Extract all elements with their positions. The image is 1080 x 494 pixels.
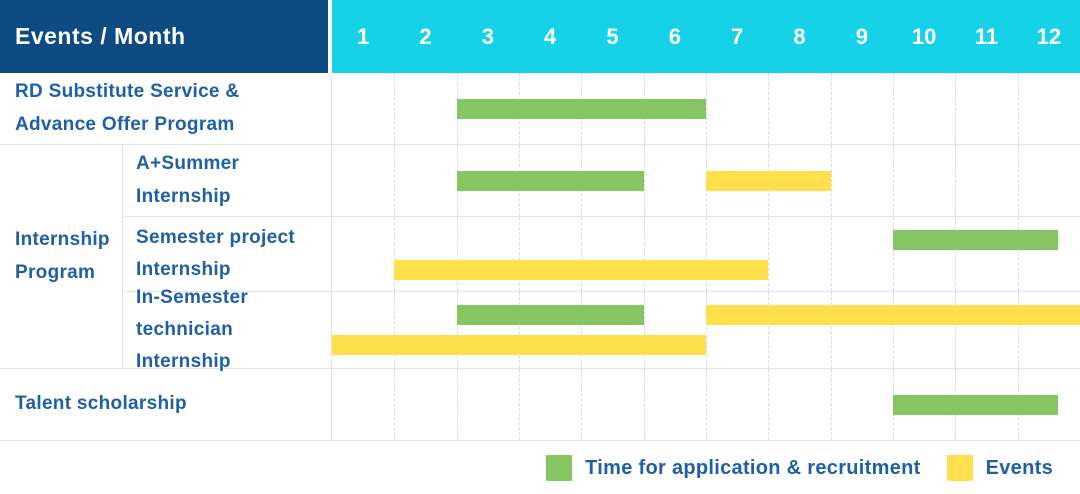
month-gridline bbox=[893, 73, 894, 144]
month-gridline bbox=[955, 217, 957, 291]
row-label-a-summer: A+Summer Internship bbox=[123, 145, 332, 216]
month-gridline bbox=[1017, 292, 1019, 368]
chart-cell-a-summer bbox=[332, 145, 1080, 216]
month-gridline bbox=[893, 217, 894, 291]
gantt-bar-green bbox=[456, 98, 706, 119]
month-gridline bbox=[1017, 145, 1019, 216]
gantt-bar-yellow bbox=[706, 170, 831, 191]
month-gridline bbox=[955, 145, 957, 216]
month-gridline bbox=[706, 369, 707, 440]
internship-program-subrows: A+Summer Internship Semester project Int… bbox=[123, 145, 1080, 372]
month-label: 9 bbox=[855, 23, 868, 49]
month-label: 4 bbox=[544, 23, 557, 49]
month-label: 11 bbox=[974, 23, 999, 49]
gantt-bar-green bbox=[893, 394, 1059, 415]
month-gridline bbox=[394, 73, 396, 144]
month-gridline bbox=[768, 73, 770, 144]
chart-cell-talent bbox=[332, 369, 1080, 440]
row-label-line: technician Internship bbox=[136, 318, 233, 373]
row-label-line: Semester project bbox=[136, 226, 295, 248]
month-gridline bbox=[394, 145, 396, 216]
row-label-line: Internship bbox=[136, 185, 231, 207]
row-label-line: In-Semester bbox=[136, 286, 249, 308]
month-gridline bbox=[643, 292, 645, 368]
row-label-line: Talent scholarship bbox=[15, 393, 187, 415]
table-row: A+Summer Internship bbox=[123, 145, 1080, 217]
green-swatch-icon bbox=[546, 455, 573, 481]
legend: Time for application & recruitment Event… bbox=[0, 441, 1080, 494]
month-gridline bbox=[768, 217, 770, 291]
month-gridline bbox=[893, 292, 894, 368]
month-gridline bbox=[456, 292, 458, 368]
internship-program-group: Internship Program A+Summer Internship S… bbox=[0, 145, 1080, 372]
month-gridline bbox=[768, 292, 770, 368]
row-label-line: Advance Offer Program bbox=[15, 113, 235, 135]
row-label-semester-project: Semester project Internship bbox=[123, 217, 332, 291]
row-label-talent-scholarship: Talent scholarship bbox=[0, 369, 332, 440]
gantt-bar-green bbox=[456, 170, 644, 191]
gantt-bar-green bbox=[456, 305, 644, 325]
month-gridline bbox=[581, 369, 583, 440]
gantt-bar-yellow bbox=[332, 335, 706, 355]
month-gridline bbox=[955, 292, 957, 368]
month-label: 1 bbox=[357, 23, 370, 49]
table-row: In-Semester technician Internship bbox=[123, 287, 1080, 372]
events-month-header-cell: Events / Month bbox=[0, 0, 332, 73]
month-gridline bbox=[830, 145, 832, 216]
month-gridline bbox=[706, 292, 707, 368]
gantt-bar-green bbox=[893, 230, 1059, 250]
table-row: Talent scholarship bbox=[0, 369, 1080, 441]
month-gridline bbox=[893, 145, 894, 216]
table-row: RD Substitute Service & Advance Offer Pr… bbox=[0, 73, 1080, 145]
legend-item-events: Events bbox=[946, 455, 1053, 481]
chart-cell-in-semester bbox=[332, 292, 1080, 368]
month-gridline bbox=[519, 369, 520, 440]
month-label: 7 bbox=[731, 23, 744, 49]
month-gridline bbox=[955, 73, 957, 144]
month-label: 10 bbox=[911, 23, 937, 49]
row-label-line: RD Substitute Service & bbox=[15, 81, 240, 103]
month-label: 3 bbox=[481, 23, 494, 49]
row-label-rd-substitute: RD Substitute Service & Advance Offer Pr… bbox=[0, 73, 332, 144]
month-gridline bbox=[456, 369, 458, 440]
row-label-in-semester: In-Semester technician Internship bbox=[123, 287, 332, 372]
row-label-line: A+Summer bbox=[136, 153, 240, 175]
legend-item-application: Time for application & recruitment bbox=[546, 455, 920, 481]
month-header-strip: 1 2 3 4 5 6 7 8 9 10 11 12 bbox=[332, 0, 1080, 73]
chart-cell-rd-substitute bbox=[332, 73, 1080, 144]
month-label: 8 bbox=[793, 23, 806, 49]
group-label-line: Program bbox=[15, 261, 96, 283]
month-gridline bbox=[394, 292, 396, 368]
month-gridline bbox=[1017, 73, 1019, 144]
table-header-row: Events / Month 1 2 3 4 5 6 7 8 9 10 11 12 bbox=[0, 0, 1080, 73]
month-gridline bbox=[394, 369, 396, 440]
chart-cell-semester-project bbox=[332, 217, 1080, 291]
group-label-line: Internship bbox=[15, 229, 110, 251]
month-gridline bbox=[643, 145, 645, 216]
month-gridline bbox=[830, 217, 832, 291]
month-gridline bbox=[768, 369, 770, 440]
row-label-line: Internship bbox=[136, 259, 231, 280]
month-gridline bbox=[643, 369, 645, 440]
month-gridline bbox=[830, 369, 832, 440]
gantt-bar-yellow bbox=[706, 305, 1080, 325]
month-gridline bbox=[519, 292, 520, 368]
gantt-bar-yellow bbox=[394, 260, 769, 280]
legend-label: Time for application & recruitment bbox=[585, 456, 921, 479]
group-label-internship-program: Internship Program bbox=[0, 145, 123, 368]
month-gridline bbox=[1017, 217, 1019, 291]
month-gridline bbox=[706, 73, 707, 144]
month-gridline bbox=[830, 73, 832, 144]
yellow-swatch-icon bbox=[946, 455, 973, 481]
month-label: 2 bbox=[419, 23, 432, 49]
month-gridline bbox=[830, 292, 832, 368]
month-label: 6 bbox=[668, 23, 681, 49]
legend-label: Events bbox=[985, 456, 1053, 479]
month-label: 12 bbox=[1036, 23, 1062, 49]
month-gridline bbox=[581, 292, 583, 368]
month-label: 5 bbox=[606, 23, 619, 49]
